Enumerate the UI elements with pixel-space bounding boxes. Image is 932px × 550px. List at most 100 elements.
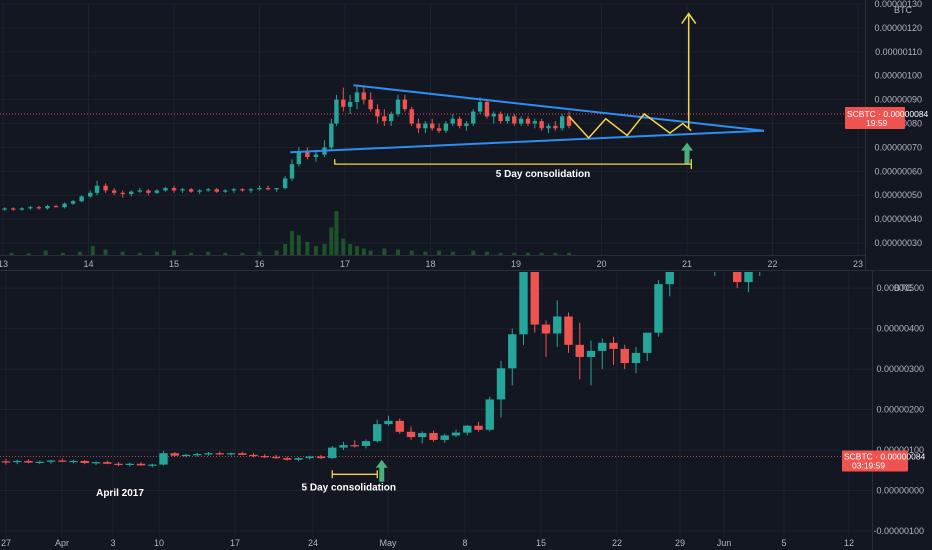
y-tick-label: 0.00000040 [874, 214, 922, 224]
green-arrow-icon [375, 459, 388, 482]
volume-bar [348, 244, 353, 255]
candle-body [305, 152, 310, 157]
candle-body [436, 128, 442, 131]
triangle-trendline [353, 84, 765, 132]
x-tick-label: 5 [781, 538, 786, 548]
candle-body [294, 458, 303, 460]
candle-body [24, 460, 33, 463]
bottom-plot-area [0, 272, 872, 537]
x-tick-label: 15 [536, 538, 546, 548]
candle-body [477, 102, 483, 112]
volume-bar [289, 230, 294, 255]
candle-body [733, 272, 742, 283]
price-tag-countdown: 19:59 [866, 118, 888, 128]
candle-body [586, 350, 596, 357]
price-tag-countdown: 03:19:59 [852, 460, 885, 470]
candle-body [58, 460, 67, 462]
candle-body [248, 189, 254, 191]
candle-body [373, 424, 382, 442]
candle-body [70, 201, 76, 204]
candle-body [159, 453, 168, 465]
volume-bar [305, 241, 310, 255]
x-tick-label: Jun [717, 538, 732, 548]
projection-path [568, 112, 692, 139]
y-tick-label: 0.00000200 [876, 405, 924, 415]
candle-body [564, 316, 573, 345]
candle-body [45, 205, 50, 209]
volume-bar [9, 252, 14, 255]
candle-body [296, 152, 302, 165]
candle-body [79, 196, 84, 202]
candle-body [553, 316, 562, 334]
candle-body [305, 456, 314, 459]
y-tick-label: 0.00000500 [876, 283, 924, 293]
x-tick-label: 8 [462, 538, 467, 548]
volume-bar [471, 250, 476, 255]
candle-body [519, 272, 528, 335]
candle-body [744, 272, 753, 283]
x-tick-label: 21 [682, 259, 692, 269]
volume-bar [539, 252, 544, 255]
x-tick-label: 22 [767, 259, 777, 269]
price-tag-value: SCBTC · 0.00000084 [844, 451, 926, 461]
candle-body [204, 453, 213, 455]
candle-body [575, 344, 584, 357]
candle-body [316, 456, 326, 459]
candle-body [654, 284, 663, 333]
candle-body [328, 447, 337, 459]
candle-body [36, 207, 42, 209]
candle-body [484, 102, 490, 117]
candle-body [91, 462, 101, 464]
x-tick-label: 17 [230, 538, 240, 548]
candle-body [28, 207, 33, 209]
price-tag-value: SCBTC · 0.00000084 [847, 109, 929, 119]
candle-body [136, 463, 146, 466]
candle-body [541, 324, 551, 334]
candle-body [313, 154, 319, 157]
candle-body [35, 461, 44, 463]
y-tick-label: 0.00000070 [874, 142, 922, 152]
volume-bar [361, 248, 366, 255]
period-label: April 2017 [96, 488, 144, 499]
volume-bar [274, 250, 279, 255]
price-tag-box [842, 450, 908, 472]
candle-body [485, 399, 494, 430]
volume-bar [437, 250, 442, 255]
bottom-chart-pane[interactable]: -0.00000100 0.00000000 0.00000100 0.0000020… [0, 240, 926, 550]
volume-bar [172, 250, 176, 255]
candle-body [103, 185, 108, 191]
candle-body [282, 178, 288, 189]
unit-label: BTC [894, 5, 913, 15]
candle-body [223, 190, 228, 192]
x-tick-label: 15 [169, 259, 179, 269]
volume-bar [240, 252, 245, 255]
volume-bar [322, 244, 327, 255]
volume-bar [423, 251, 428, 255]
x-tick-label: 20 [596, 259, 606, 269]
volume-bar [313, 246, 318, 255]
x-tick-label: 22 [612, 538, 622, 548]
candle-body [418, 433, 427, 438]
candle-body [429, 433, 438, 440]
candle-body [193, 454, 202, 456]
candle-body [402, 99, 408, 110]
volume-bar [189, 252, 194, 255]
candle-body [566, 116, 572, 126]
candle-body [665, 272, 674, 285]
candle-body [341, 99, 346, 107]
candle-body [171, 188, 177, 191]
y-tick-label: 0.00000130 [874, 0, 922, 9]
candle-body [643, 332, 652, 353]
candle-body [53, 205, 59, 208]
volume-bar [354, 246, 359, 255]
candle-body [518, 118, 524, 124]
candle-body [406, 431, 416, 438]
x-tick-label: 27 [1, 538, 11, 548]
candle-body [154, 190, 160, 193]
volume-bar [567, 252, 572, 255]
candle-body [240, 189, 245, 191]
candle-body [13, 460, 22, 463]
top-chart-pane[interactable]: 0.00000030 0.00000040 0.00000050 0.00000060… [0, 0, 929, 270]
candle-body [354, 92, 360, 103]
y-tick-label: 0.00000090 [874, 95, 922, 105]
